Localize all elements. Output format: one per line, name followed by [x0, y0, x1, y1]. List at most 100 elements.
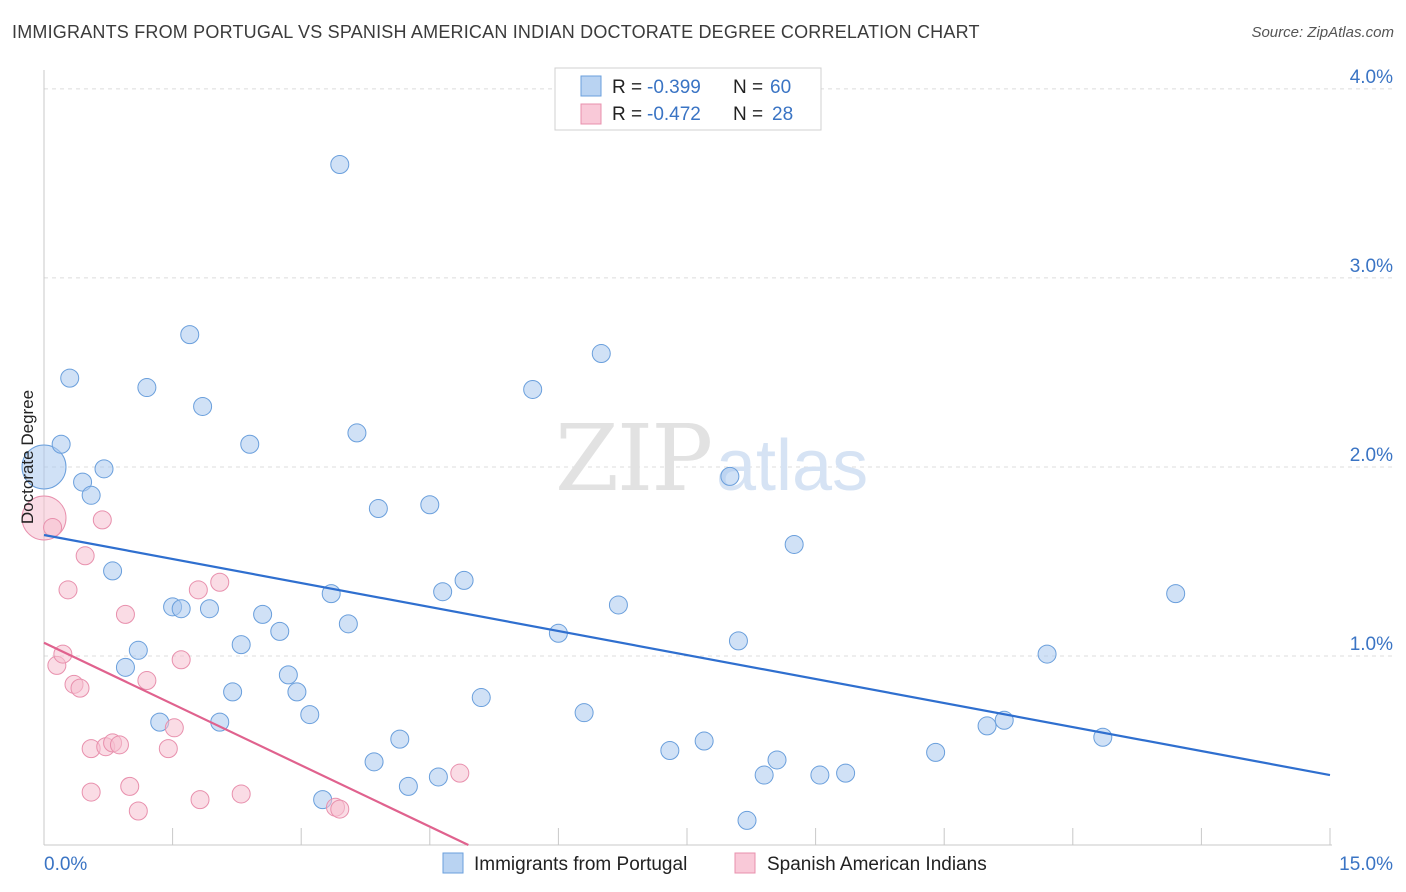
stats-swatch-blue	[580, 75, 602, 97]
point-spanish-american-indian-18	[137, 671, 157, 691]
point-portugal-19	[231, 635, 251, 655]
point-portugal-14	[180, 325, 200, 345]
point-portugal-42	[574, 703, 594, 723]
point-portugal-18	[223, 682, 243, 702]
chart-title: IMMIGRANTS FROM PORTUGAL VS SPANISH AMER…	[12, 22, 980, 42]
series-portugal-points	[21, 155, 1186, 830]
x-tick-labels: 0.0% 15.0%	[44, 854, 1393, 875]
point-portugal-56	[977, 716, 997, 736]
point-portugal-45	[660, 740, 680, 760]
stats-swatch-pink	[580, 103, 602, 125]
point-portugal-40	[523, 379, 543, 399]
trendline-spanish-american-indian	[43, 641, 469, 846]
point-portugal-53	[810, 765, 830, 785]
point-portugal-21	[253, 604, 273, 624]
legend-swatch-blue	[442, 852, 464, 874]
point-portugal-37	[433, 582, 453, 602]
point-portugal-35	[420, 495, 440, 515]
point-portugal-52	[784, 534, 804, 554]
point-spanish-american-indian-24	[210, 572, 230, 592]
trendlines	[43, 533, 1331, 846]
point-spanish-american-indian-28	[450, 763, 470, 783]
point-portugal-33	[390, 729, 410, 749]
stats-n-label-pink: N =	[733, 104, 763, 125]
x-tick-label-min: 0.0%	[44, 854, 87, 875]
series-spanish-american-indian-points	[21, 495, 470, 821]
point-spanish-american-indian-21	[171, 650, 191, 670]
point-spanish-american-indian-23	[190, 790, 210, 810]
point-spanish-american-indian-8	[75, 546, 95, 566]
legend-label-pink: Spanish American Indians	[767, 854, 987, 875]
point-portugal-36	[428, 767, 448, 787]
x-tick-label-max: 15.0%	[1339, 854, 1393, 875]
watermark: ZIP atlas	[555, 405, 868, 512]
source-credit: Source: ZipAtlas.com	[1251, 24, 1394, 41]
point-portugal-20	[240, 434, 260, 454]
point-portugal-48	[728, 631, 748, 651]
stats-r-label-blue: R =	[612, 77, 642, 98]
point-portugal-2	[51, 434, 71, 454]
point-spanish-american-indian-14	[109, 735, 129, 755]
point-portugal-43	[591, 344, 611, 364]
point-portugal-16	[199, 599, 219, 619]
point-portugal-8	[115, 657, 135, 677]
y-tick-label-3: 3.0%	[1350, 256, 1393, 277]
point-spanish-american-indian-22	[188, 580, 208, 600]
point-portugal-38	[454, 570, 474, 590]
point-portugal-44	[608, 595, 628, 615]
point-portugal-6	[94, 459, 114, 479]
stats-r-value-blue: -0.399	[647, 77, 701, 98]
point-spanish-american-indian-16	[120, 776, 140, 796]
stats-box: R = -0.399 N = 60 R = -0.472 N = 28	[554, 67, 822, 131]
stats-n-value-pink: 28	[772, 104, 793, 125]
y-tick-label-1: 1.0%	[1350, 634, 1393, 655]
point-portugal-58	[1037, 644, 1057, 664]
trendline-portugal	[43, 533, 1331, 777]
y-tick-labels: 1.0% 2.0% 3.0% 4.0%	[1350, 67, 1393, 655]
point-portugal-24	[287, 682, 307, 702]
y-tick-label-4: 4.0%	[1350, 67, 1393, 88]
stats-n-label-blue: N =	[733, 77, 763, 98]
stats-r-label-pink: R =	[612, 104, 642, 125]
point-portugal-22	[270, 621, 290, 641]
point-portugal-34	[398, 776, 418, 796]
point-portugal-46	[694, 731, 714, 751]
point-portugal-51	[767, 750, 787, 770]
watermark-zip: ZIP	[555, 405, 711, 512]
point-portugal-60	[1166, 584, 1186, 604]
point-portugal-31	[364, 752, 384, 772]
point-spanish-american-indian-25	[231, 784, 251, 804]
point-portugal-55	[926, 742, 946, 762]
point-spanish-american-indian-15	[115, 604, 135, 624]
point-portugal-39	[471, 688, 491, 708]
point-spanish-american-indian-19	[158, 739, 178, 759]
point-spanish-american-indian-17	[128, 801, 148, 821]
point-portugal-9	[128, 640, 148, 660]
y-axis-label: Doctorate Degree	[18, 390, 37, 524]
point-portugal-29	[338, 614, 358, 634]
point-portugal-50	[754, 765, 774, 785]
point-portugal-13	[171, 599, 191, 619]
watermark-atlas: atlas	[716, 426, 868, 506]
stats-r-value-pink: -0.472	[647, 104, 701, 125]
legend: Immigrants from Portugal Spanish America…	[442, 852, 987, 875]
point-spanish-american-indian-20	[164, 718, 184, 738]
point-portugal-7	[103, 561, 123, 581]
point-portugal-25	[300, 705, 320, 725]
point-portugal-3	[60, 368, 80, 388]
legend-swatch-pink	[734, 852, 756, 874]
y-tick-label-2: 2.0%	[1350, 445, 1393, 466]
point-portugal-1	[21, 444, 67, 490]
legend-label-blue: Immigrants from Portugal	[474, 854, 687, 875]
point-portugal-10	[137, 378, 157, 398]
point-portugal-54	[836, 763, 856, 783]
point-spanish-american-indian-7	[70, 678, 90, 698]
point-portugal-47	[720, 466, 740, 486]
stats-n-value-blue: 60	[770, 77, 791, 98]
point-spanish-american-indian-10	[81, 782, 101, 802]
point-spanish-american-indian-11	[92, 510, 112, 530]
point-spanish-american-indian-2	[43, 517, 63, 537]
point-spanish-american-indian-27	[330, 799, 350, 819]
point-portugal-32	[368, 499, 388, 519]
